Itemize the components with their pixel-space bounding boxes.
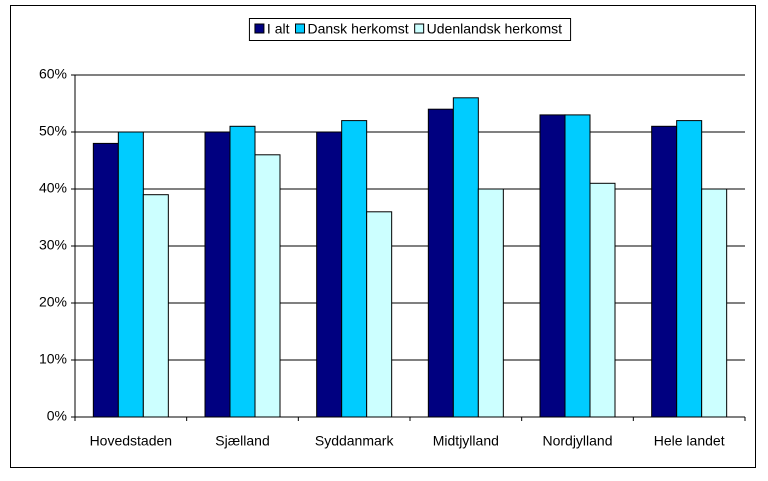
bar (229, 125, 256, 418)
y-tick-label: 30% (39, 237, 67, 253)
y-tick-label: 0% (47, 408, 67, 424)
x-tick-label: Hele landet (654, 433, 725, 449)
bar (539, 114, 566, 418)
y-tick-label: 20% (39, 294, 67, 310)
bar (427, 108, 454, 418)
y-tick-label: 50% (39, 123, 67, 139)
x-tick-label: Nordjylland (542, 433, 612, 449)
bar (564, 114, 591, 418)
legend-label: I alt (267, 21, 290, 37)
y-tick-label: 40% (39, 180, 67, 196)
x-tick-label: Midtjylland (433, 433, 499, 449)
bar (452, 97, 479, 418)
bar (701, 188, 728, 418)
y-tick-label: 10% (39, 351, 67, 367)
x-tick-label: Sjælland (215, 433, 269, 449)
x-tick-label: Hovedstaden (90, 433, 173, 449)
x-tick-label: Syddanmark (315, 433, 395, 449)
bar (92, 142, 119, 418)
bar (589, 182, 616, 418)
legend-swatch (414, 23, 425, 34)
bar (366, 211, 393, 418)
bar (477, 188, 504, 418)
legend-label: Dansk herkomst (308, 21, 409, 37)
y-tick-label: 60% (39, 66, 67, 82)
bar (254, 154, 281, 418)
bar (316, 131, 343, 418)
bar (204, 131, 231, 418)
bar (341, 120, 368, 418)
legend-swatch (295, 23, 306, 34)
legend-swatch (254, 23, 265, 34)
legend-label: Udenlandsk herkomst (427, 21, 563, 37)
bar (142, 194, 169, 418)
bar (651, 125, 678, 418)
legend-box (248, 18, 572, 41)
bar (676, 120, 703, 418)
bar (117, 131, 144, 418)
